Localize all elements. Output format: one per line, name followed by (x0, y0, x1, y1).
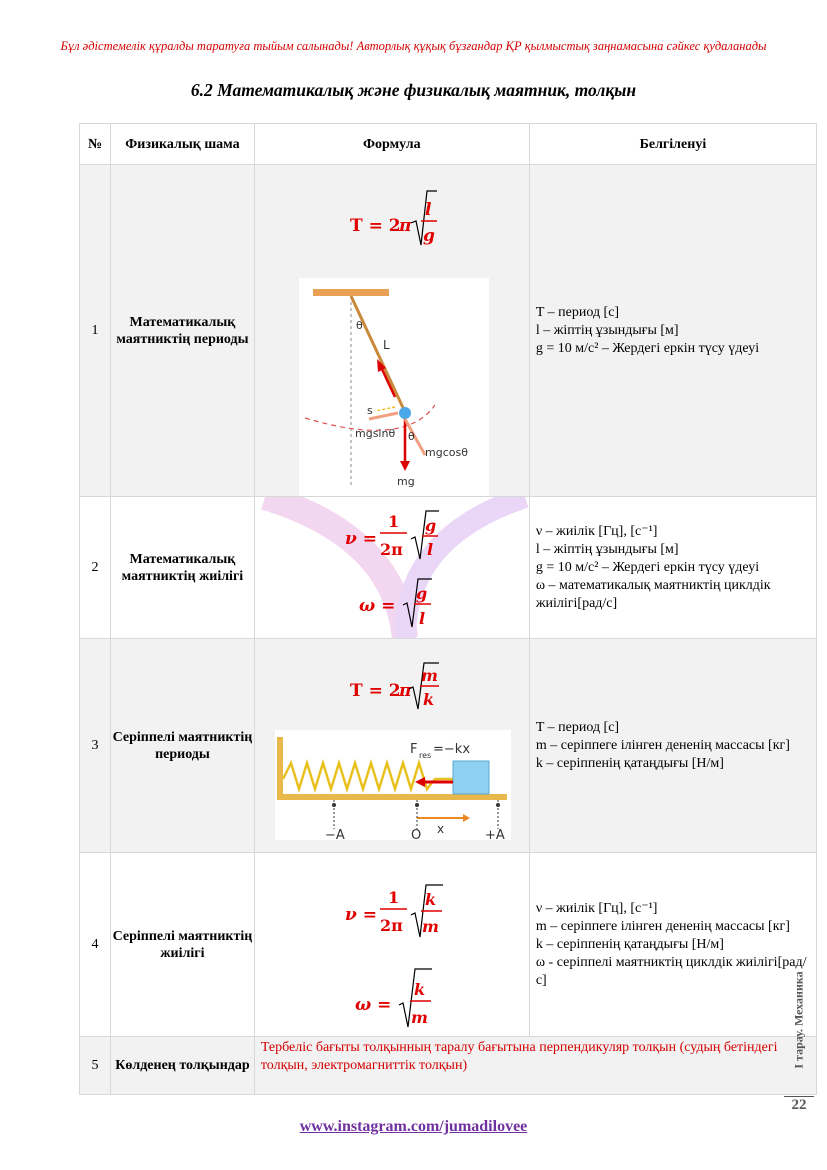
row-number: 1 (78, 164, 112, 497)
svg-text:ν =: ν = (345, 529, 377, 549)
mgsin-label: mgsinθ (355, 427, 395, 440)
x-label: x (437, 822, 444, 836)
svg-text:T = 2: T = 2 (350, 216, 401, 236)
theta2-label: θ (408, 430, 415, 443)
svg-text:T = 2: T = 2 (350, 681, 401, 701)
svg-text:ω =: ω = (355, 995, 391, 1015)
notation-line: l – жіптің ұзындығы [м] (535, 541, 679, 557)
svg-text:m: m (411, 1008, 428, 1027)
formula-graphic: ν = 1 2π k m ω = k m (345, 884, 443, 1028)
mgcos-label: mgcosθ (425, 446, 468, 459)
formula-cell: ν = 1 2π k m ω = k m (253, 852, 530, 1037)
description-cell: Тербеліс бағыты толқынның таралу бағытын… (253, 1036, 818, 1095)
row-number: 3 (78, 638, 112, 853)
svg-text:ν =: ν = (345, 905, 377, 925)
header-notation: Белгіленуі (528, 123, 818, 165)
force-subscript: res (419, 751, 431, 760)
pendulum-diagram: θ L s mgsinθ θ mgcosθ mg (298, 278, 489, 496)
quantity-name: Көлденең толқындар (110, 1036, 255, 1095)
force-equation: =−kx (433, 742, 470, 757)
svg-text:1: 1 (388, 888, 399, 907)
quantity-name: Математикалық маятниктің периоды (110, 164, 255, 497)
formula-graphic: T = 2 π l g (298, 190, 489, 496)
formula-graphic: T = 2 π m k (274, 662, 511, 843)
page-title: 6.2 Математикалық және физикалық маятник… (190, 80, 637, 100)
svg-text:k: k (425, 890, 436, 909)
notation-cell: T – период [с] m – серіппеге ілінген ден… (528, 638, 818, 853)
force-label: F (410, 742, 417, 757)
notation-line: ν – жиілік [Гц], [с⁻¹] (535, 523, 658, 539)
wave-description: Тербеліс бағыты толқынның таралу бағытын… (260, 1040, 778, 1073)
svg-text:k: k (414, 980, 425, 999)
s-label: s (367, 404, 373, 417)
header-num: № (78, 123, 112, 165)
svg-text:l: l (427, 540, 433, 559)
svg-text:ω =: ω = (359, 596, 395, 616)
notation-line: T – период [с] (535, 304, 620, 320)
notation-cell: T – период [с] l – жіптің ұзындығы [м] g… (528, 164, 818, 497)
table-row: 2 Математикалық маятниктің жиілігі ν = 1… (78, 496, 818, 639)
svg-text:m: m (422, 917, 439, 936)
plus-a-label: +A (485, 828, 505, 843)
notation-line: k – серіппенің қатаңдығы [Н/м] (535, 755, 724, 771)
page-number: 22 (784, 1096, 814, 1114)
formula-graphic: ν = 1 2π g l ω = g l (260, 497, 529, 638)
svg-text:2π: 2π (380, 540, 403, 559)
table-row: 5 Көлденең толқындар Тербеліс бағыты тол… (78, 1036, 818, 1095)
quantity-name: Серіппелі маятниктің периоды (110, 638, 255, 853)
origin-label: O (411, 828, 421, 843)
quantity-name: Серіппелі маятниктің жиілігі (110, 852, 255, 1037)
notation-line: ω - серіппелі маятниктің циклдік жиілігі… (535, 954, 807, 988)
svg-text:m: m (421, 666, 438, 685)
length-label: L (383, 338, 390, 352)
instagram-link[interactable]: www.instagram.com/jumadilovee (299, 1118, 528, 1135)
svg-text:l: l (425, 200, 432, 220)
table-header-row: № Физикалық шама Формула Белгіленуі (78, 123, 818, 165)
notation-line: ν – жиілік [Гц], [с⁻¹] (535, 900, 658, 916)
quantity-name: Математикалық маятниктің жиілігі (110, 496, 255, 639)
formula-cell: T = 2 π m k (253, 638, 530, 853)
notation-cell: ν – жиілік [Гц], [с⁻¹] m – серіппеге ілі… (528, 852, 818, 1037)
notation-line: T – период [с] (535, 719, 620, 735)
theta-label: θ (356, 319, 363, 332)
table-row: 3 Серіппелі маятниктің периоды T = 2 π m… (78, 638, 818, 853)
row-number: 2 (78, 496, 112, 639)
row-number: 5 (78, 1036, 112, 1095)
notation-line: ω – математикалық маятниктің циклдік жиі… (535, 577, 771, 611)
notation-cell: ν – жиілік [Гц], [с⁻¹] l – жіптің ұзынды… (528, 496, 818, 639)
svg-text:π: π (398, 681, 412, 701)
notation-line: k – серіппенің қатаңдығы [Н/м] (535, 936, 724, 952)
formula-table: № Физикалық шама Формула Белгіленуі 1 Ма… (78, 123, 818, 1095)
svg-text:g: g (416, 584, 427, 603)
row-number: 4 (78, 852, 112, 1037)
table-row: 4 Серіппелі маятниктің жиілігі ν = 1 2π … (78, 852, 818, 1037)
notation-line: l – жіптің ұзындығы [м] (535, 322, 679, 338)
svg-text:g: g (425, 516, 436, 535)
header-formula: Формула (253, 123, 530, 165)
header-quantity: Физикалық шама (110, 123, 255, 165)
svg-text:g: g (423, 226, 435, 246)
notation-line: g = 10 м/с² – Жердегі еркін түсу үдеуі (535, 559, 760, 575)
mg-label: mg (397, 475, 415, 488)
svg-text:1: 1 (388, 512, 399, 531)
svg-text:2π: 2π (380, 916, 403, 935)
copyright-warning: Бұл әдістемелік құралды таратуға тыйым с… (60, 39, 767, 53)
formula-cell: T = 2 π l g (253, 164, 530, 497)
svg-text:l: l (419, 609, 425, 628)
spring-diagram: F res =−kx −A O x +A (274, 730, 511, 843)
chapter-label: I тарау. Механика (788, 955, 810, 1085)
chapter-text: I тарау. Механика (791, 971, 806, 1069)
svg-text:k: k (423, 690, 434, 709)
notation-line: m – серіппеге ілінген дененің массасы [к… (535, 918, 790, 934)
notation-line: m – серіппеге ілінген дененің массасы [к… (535, 737, 790, 753)
table-row: 1 Математикалық маятниктің периоды T = 2… (78, 164, 818, 497)
formula-cell: ν = 1 2π g l ω = g l (253, 496, 530, 639)
minus-a-label: −A (325, 828, 345, 843)
svg-text:π: π (398, 216, 412, 236)
notation-line: g = 10 м/с² – Жердегі еркін түсу үдеуі (535, 340, 760, 356)
